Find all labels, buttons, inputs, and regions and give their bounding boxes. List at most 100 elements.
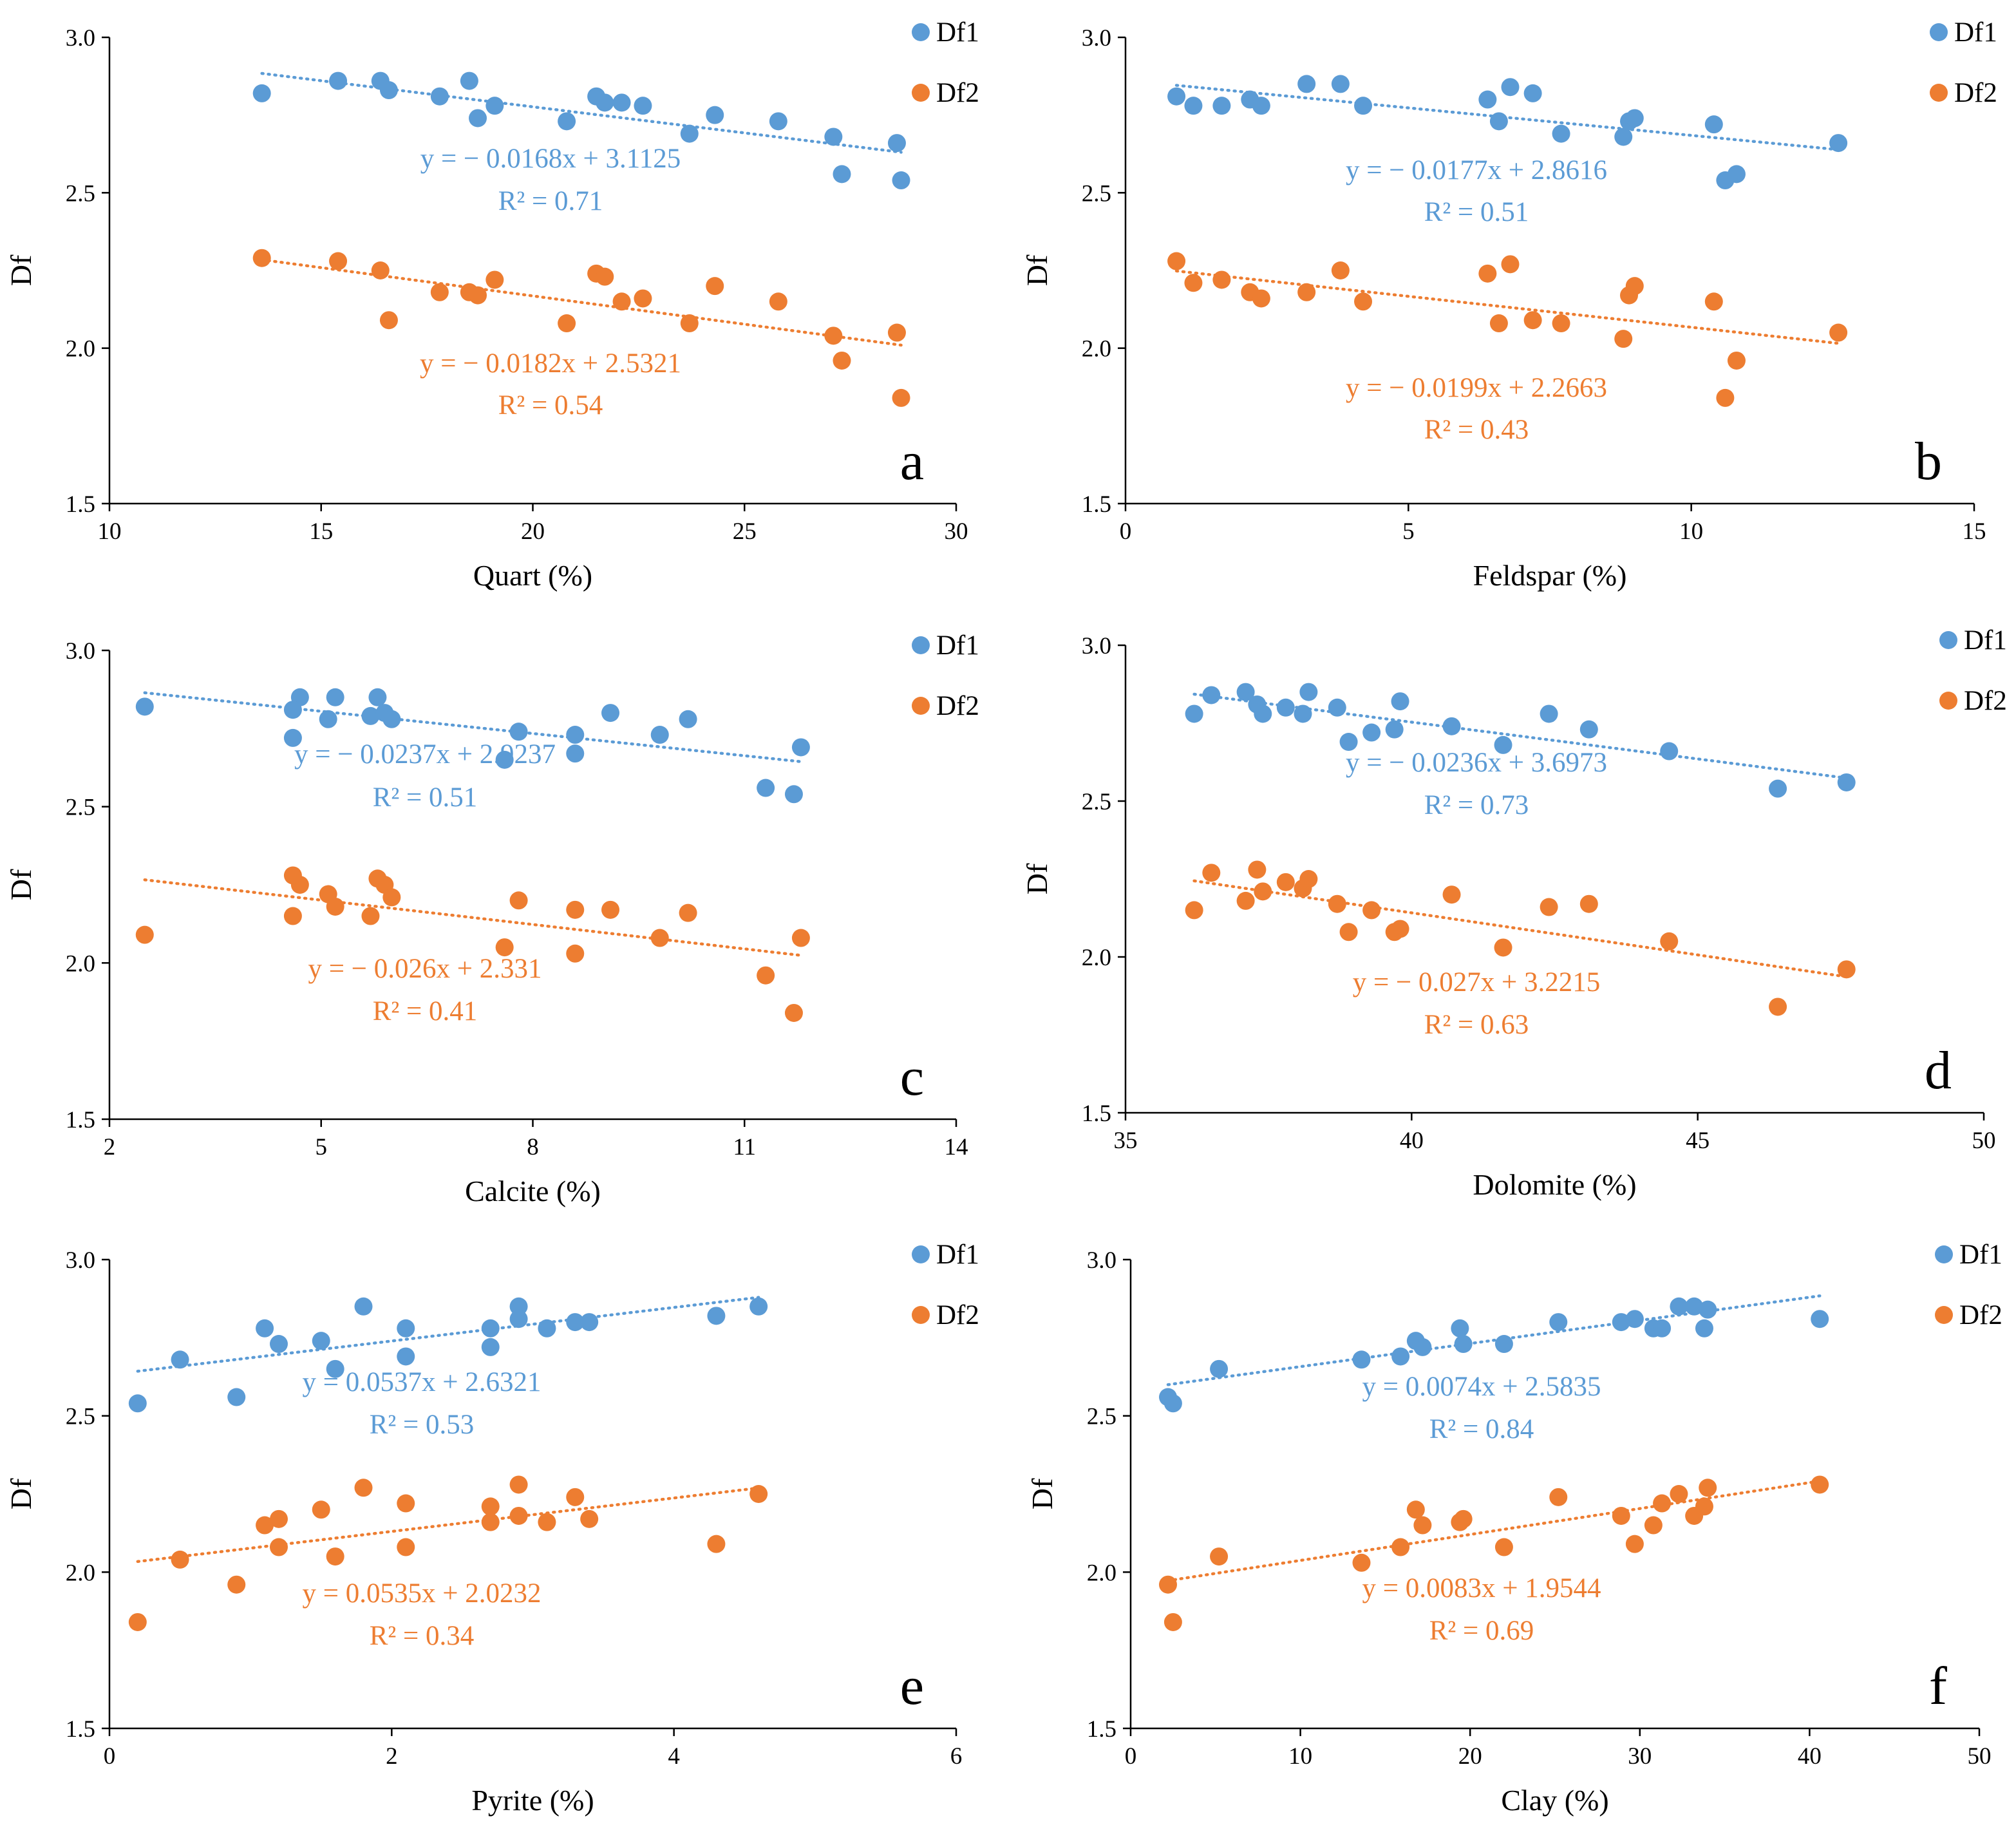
y-tick-label: 2.0 xyxy=(66,950,95,977)
data-point-df1 xyxy=(1339,733,1358,752)
data-point-df2 xyxy=(1699,1479,1717,1497)
data-point-df2 xyxy=(679,903,697,922)
data-point-df1 xyxy=(1494,735,1512,754)
x-tick-label: 2 xyxy=(104,1134,116,1160)
regression-equation-df1: y = − 0.0237x + 2.9237 xyxy=(294,739,556,770)
data-point-df2 xyxy=(1579,894,1598,913)
data-point-df1 xyxy=(1695,1319,1713,1338)
r-squared-df1: R² = 0.73 xyxy=(1424,790,1529,820)
legend-label-df2: Df2 xyxy=(936,78,979,108)
data-point-df2 xyxy=(1352,1553,1371,1572)
x-tick-label: 50 xyxy=(1968,1743,1992,1770)
data-point-df1 xyxy=(538,1319,556,1338)
y-tick-label: 3.0 xyxy=(1087,1247,1116,1274)
data-point-df1 xyxy=(580,1313,599,1332)
data-point-df1 xyxy=(481,1319,500,1338)
data-point-df2 xyxy=(601,900,620,919)
y-axis-title: Df xyxy=(5,1478,37,1509)
legend-label-df1: Df1 xyxy=(1954,17,1997,48)
data-point-df1 xyxy=(1704,115,1723,134)
data-point-df2 xyxy=(1540,898,1558,916)
x-tick-label: 14 xyxy=(945,1134,968,1160)
series-df2: y = − 0.0182x + 2.5321 R² = 0.54 xyxy=(252,249,910,421)
series-df1: y = 0.0074x + 2.5835 R² = 0.84 xyxy=(1158,1294,1829,1444)
data-point-df1 xyxy=(1685,1297,1704,1316)
data-point-df2 xyxy=(1163,1612,1182,1631)
legend-marker-df1 xyxy=(1930,23,1948,41)
data-point-df2 xyxy=(1339,923,1358,941)
data-point-df2 xyxy=(1489,314,1508,333)
data-point-df1 xyxy=(1769,779,1787,798)
data-point-df2 xyxy=(354,1479,373,1497)
r-squared-df1: R² = 0.51 xyxy=(373,782,478,813)
r-squared-df2: R² = 0.43 xyxy=(1424,415,1529,445)
y-tick-label: 3.0 xyxy=(66,638,95,665)
x-tick-label: 15 xyxy=(309,518,333,545)
data-point-df2 xyxy=(485,270,504,289)
r-squared-df2: R² = 0.63 xyxy=(1424,1010,1529,1040)
r-squared-df1: R² = 0.84 xyxy=(1429,1414,1534,1444)
data-point-df1 xyxy=(1236,683,1255,701)
x-tick-label: 4 xyxy=(668,1743,680,1770)
regression-equation-df2: y = − 0.026x + 2.331 xyxy=(308,954,542,984)
data-point-df2 xyxy=(1236,891,1255,910)
data-point-df1 xyxy=(1167,87,1186,106)
data-point-df1 xyxy=(601,704,620,723)
data-point-df1 xyxy=(1579,720,1598,739)
data-point-df2 xyxy=(326,897,344,916)
data-point-df1 xyxy=(1294,704,1312,723)
data-point-df2 xyxy=(382,888,401,907)
x-tick-label: 10 xyxy=(98,518,122,545)
data-point-df1 xyxy=(1501,78,1520,97)
trendline-df2 xyxy=(260,258,903,347)
data-point-df1 xyxy=(361,706,380,725)
data-point-df2 xyxy=(612,292,631,311)
data-point-df2 xyxy=(650,929,669,947)
data-point-df1 xyxy=(707,1307,726,1325)
data-point-df1 xyxy=(1494,1335,1513,1354)
data-point-df2 xyxy=(566,900,585,919)
data-point-df2 xyxy=(270,1538,288,1556)
chart-panel-b: 0 5 10 15 1.5 2.0 2.5 3.0 Feldspar (%) Df y = − 0.… xyxy=(1021,17,1997,592)
data-point-df2 xyxy=(371,261,390,279)
trendline-df1 xyxy=(143,691,803,764)
data-point-df1 xyxy=(757,779,775,797)
regression-equation-df1: y = − 0.0177x + 2.8616 xyxy=(1346,155,1607,185)
data-point-df2 xyxy=(892,388,910,407)
series-df2: y = − 0.027x + 3.2215 R² = 0.63 xyxy=(1185,860,1856,1040)
data-point-df1 xyxy=(1297,75,1316,93)
y-tick-label: 3.0 xyxy=(66,25,95,52)
data-point-df2 xyxy=(887,323,906,342)
data-point-df2 xyxy=(566,944,585,963)
regression-equation-df1: y = − 0.0236x + 3.6973 xyxy=(1346,748,1607,778)
x-axis-title: Feldspar (%) xyxy=(1473,559,1627,592)
data-point-df1 xyxy=(1549,1313,1568,1332)
x-tick-label: 0 xyxy=(1125,1743,1137,1770)
x-tick-label: 6 xyxy=(950,1743,963,1770)
data-point-df1 xyxy=(749,1297,768,1316)
x-tick-label: 40 xyxy=(1798,1743,1822,1770)
data-point-df1 xyxy=(368,688,387,706)
data-point-df1 xyxy=(509,723,528,741)
x-axis-title: Calcite (%) xyxy=(465,1175,601,1207)
data-point-df2 xyxy=(1454,1509,1473,1528)
data-point-df1 xyxy=(1829,134,1848,153)
y-tick-label: 1.5 xyxy=(66,1716,95,1743)
data-point-df2 xyxy=(1331,261,1350,279)
data-point-df1 xyxy=(1727,165,1746,184)
data-point-df1 xyxy=(1612,1313,1630,1332)
x-axis-title: Pyrite (%) xyxy=(471,1784,594,1817)
data-point-df1 xyxy=(319,710,337,728)
legend-marker-df2 xyxy=(1935,1306,1953,1324)
x-tick-label: 15 xyxy=(1963,518,1986,545)
legend-marker-df2 xyxy=(912,84,930,102)
r-squared-df2: R² = 0.41 xyxy=(373,996,478,1026)
data-point-df1 xyxy=(1299,683,1318,701)
legend-marker-df1 xyxy=(912,1245,930,1263)
legend-label-df1: Df1 xyxy=(1964,625,2007,656)
panel-letter: f xyxy=(1929,1656,1947,1716)
y-tick-label: 2.5 xyxy=(1082,789,1111,815)
legend-marker-df2 xyxy=(912,697,930,715)
data-point-df1 xyxy=(1552,124,1570,143)
